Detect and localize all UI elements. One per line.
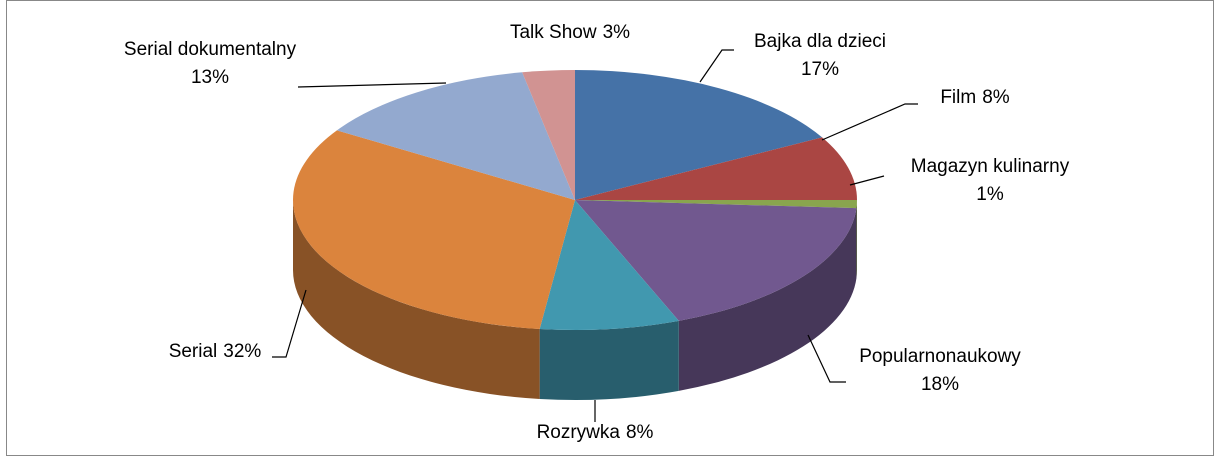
label-name: Magazyn kulinarny [911,156,1070,177]
pie-side [293,200,540,399]
label-value: 8% [626,422,654,443]
data-label: Rozrywka 8% [537,422,654,443]
leader-line [699,49,734,83]
label-name: Bajka dla dzieci [754,31,886,52]
label-name: Film [940,87,976,108]
label-value: 13% [191,67,229,88]
pie-slice [293,130,575,329]
data-label: Magazyn kulinarny 1% [911,156,1070,205]
data-label: Serial dokumentalny 13% [124,39,297,88]
label-value: 32% [223,341,261,362]
pie-slice [575,137,857,200]
label-value: 17% [801,59,839,80]
pie-side [539,320,679,400]
label-name: Popularnonaukowy [859,346,1021,367]
pie-slice [575,200,857,209]
leader-line [821,103,918,141]
leader-line [272,289,307,358]
pie-slice [336,72,575,200]
data-label: Film 8% [940,87,1009,108]
label-name: Serial dokumentalny [124,39,297,60]
label-value: 8% [982,87,1010,108]
leader-line [297,82,447,88]
label-name: Talk Show [510,22,597,43]
pie-slice [575,200,857,321]
label-name: Serial [169,341,218,362]
leader-line [807,334,846,383]
label-value: 3% [603,22,631,43]
leader-line [849,175,885,186]
pie-slice [539,200,679,331]
pie-slice [522,70,575,200]
label-value: 1% [976,184,1004,205]
data-label: Bajka dla dzieci 17% [754,31,886,80]
data-label: Popularnonaukowy 18% [859,346,1021,395]
pie-side [856,200,857,279]
data-label: Talk Show 3% [510,22,630,43]
label-name: Rozrywka [537,422,621,443]
pie-slice [575,70,823,200]
label-value: 18% [921,374,959,395]
data-label: Serial 32% [169,341,262,362]
pie-side [678,208,857,391]
